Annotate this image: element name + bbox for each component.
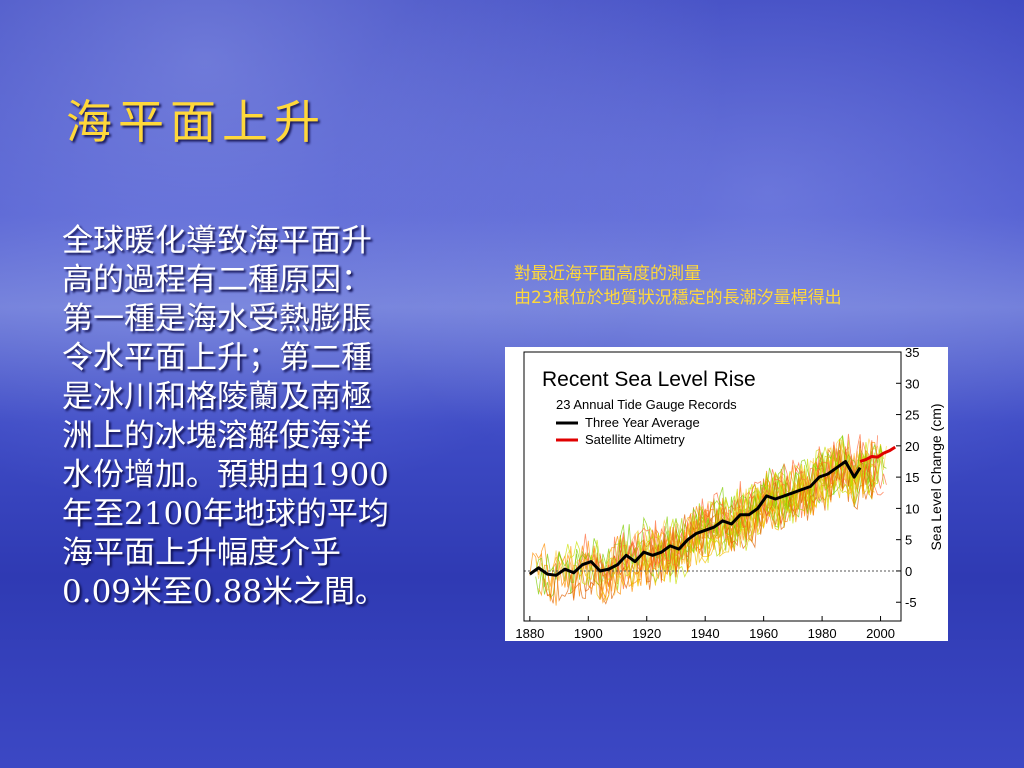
body-line: 高的過程有二種原因：	[62, 262, 372, 298]
y-tick-label: 5	[905, 533, 912, 548]
tide-gauge-record-line	[579, 433, 878, 584]
x-tick-label: 1880	[515, 626, 544, 641]
series-three-year-average	[528, 460, 862, 577]
y-tick-label: 10	[905, 501, 919, 516]
tide-gauge-record-line	[564, 439, 881, 586]
x-tick-label: 1960	[749, 626, 778, 641]
y-tick-label: 35	[905, 347, 919, 360]
x-tick-label: 1980	[808, 626, 837, 641]
y-tick-label: -5	[905, 595, 917, 610]
tide-gauge-records	[529, 433, 887, 606]
plot-frame	[523, 351, 902, 622]
y-tick-label: 15	[905, 470, 919, 485]
x-tick-label: 1940	[691, 626, 720, 641]
body-line: 洲上的冰塊溶解使海洋	[62, 418, 372, 454]
caption-line: 對最近海平面高度的測量	[514, 264, 701, 284]
body-line: 令水平面上升；第二種	[62, 340, 372, 376]
x-tick-label: 1920	[632, 626, 661, 641]
body-line: 水份增加。預期由1900	[62, 457, 389, 493]
body-line: 年至2100年地球的平均	[62, 496, 389, 532]
chart-title: Recent Sea Level Rise	[542, 368, 756, 391]
x-axis: 1880 1900 1920 1940 1960 1980 2000	[515, 616, 895, 641]
page-title: 海平面上升	[66, 95, 326, 149]
body-line: 第一種是海水受熱膨脹	[62, 301, 372, 337]
x-tick-label: 1900	[574, 626, 603, 641]
y-tick-label: 30	[905, 376, 919, 391]
sea-level-chart: 1880 1900 1920 1940 1960 1980 2000 -5 0 5 10 15 20 2…	[505, 347, 948, 641]
body-line: 0.09米至0.88米之間。	[62, 574, 387, 610]
y-tick-label: 25	[905, 408, 919, 423]
legend-label-three-year-average: Three Year Average	[585, 415, 700, 430]
x-tick-label: 2000	[866, 626, 895, 641]
chart-svg: 1880 1900 1920 1940 1960 1980 2000 -5 0 5 10 15 20 2…	[515, 347, 944, 641]
y-axis: -5 0 5 10 15 20 25 30 35	[896, 347, 919, 610]
body-line: 是冰川和格陵蘭及南極	[62, 379, 372, 415]
y-tick-label: 20	[905, 439, 919, 454]
caption-line: 由23根位於地質狀況穩定的長潮汐量桿得出	[514, 288, 842, 308]
legend-label-satellite-altimetry: Satellite Altimetry	[585, 432, 685, 447]
legend: Three Year Average Satellite Altimetry	[556, 415, 700, 447]
y-tick-label: 0	[905, 564, 912, 579]
series-satellite-altimetry	[859, 445, 896, 463]
chart-subtitle: 23 Annual Tide Gauge Records	[556, 397, 737, 412]
body-line: 全球暖化導致海平面升	[62, 223, 372, 259]
series-layer	[528, 445, 896, 577]
body-text: 全球暖化導致海平面升 高的過程有二種原因： 第一種是海水受熱膨脹 令水平面上升；…	[62, 222, 462, 612]
y-axis-label: Sea Level Change (cm)	[928, 403, 944, 550]
chart-caption: 對最近海平面高度的測量 由23根位於地質狀況穩定的長潮汐量桿得出	[514, 262, 842, 310]
body-line: 海平面上升幅度介乎	[62, 535, 341, 571]
